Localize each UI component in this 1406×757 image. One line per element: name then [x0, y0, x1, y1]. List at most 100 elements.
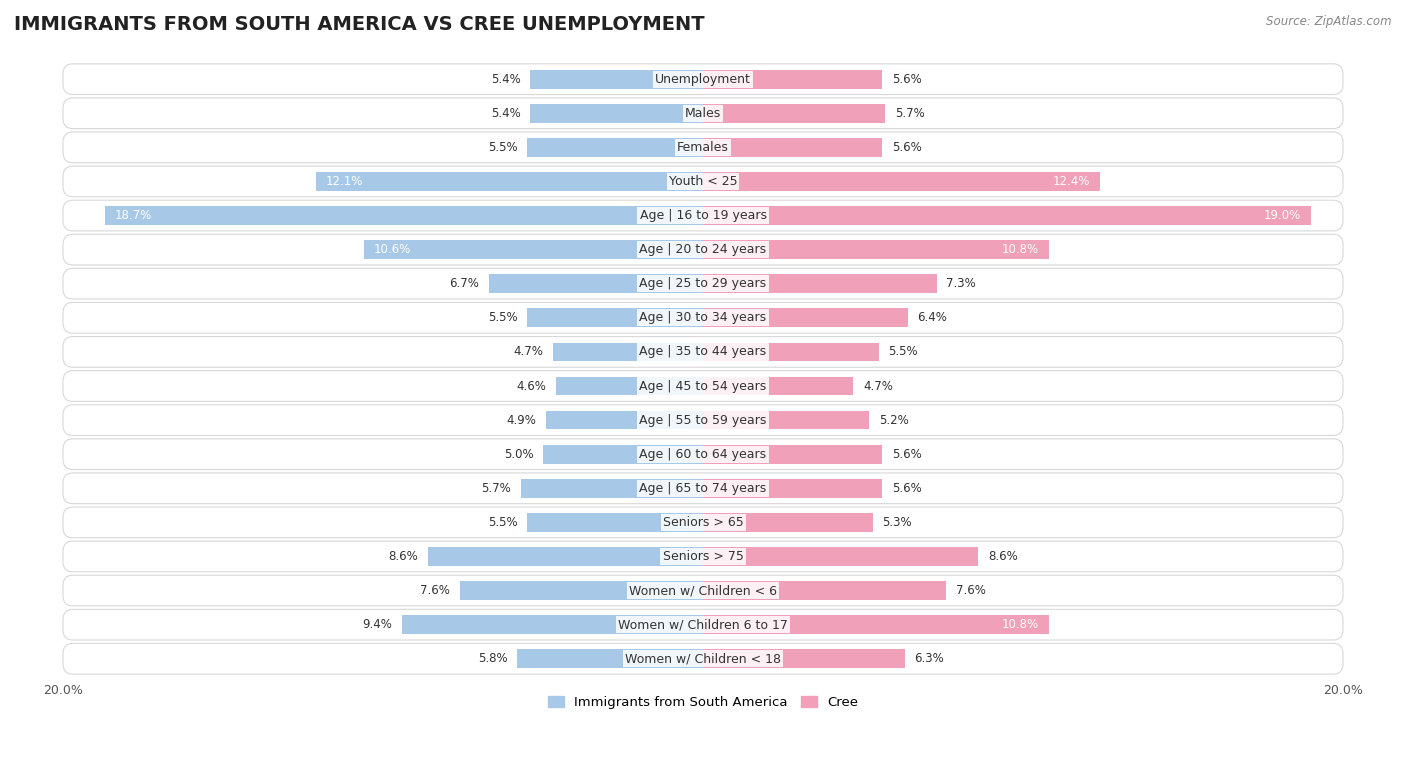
Text: 10.8%: 10.8%	[1002, 618, 1039, 631]
FancyBboxPatch shape	[63, 235, 1343, 265]
FancyBboxPatch shape	[63, 269, 1343, 299]
Text: Youth < 25: Youth < 25	[669, 175, 737, 188]
Text: 4.7%: 4.7%	[863, 379, 893, 393]
Bar	[555, 377, 703, 395]
Text: 7.6%: 7.6%	[420, 584, 450, 597]
Bar	[527, 513, 703, 531]
Bar	[703, 513, 873, 531]
FancyBboxPatch shape	[63, 609, 1343, 640]
Text: 5.4%: 5.4%	[491, 107, 520, 120]
Text: Age | 35 to 44 years: Age | 35 to 44 years	[640, 345, 766, 358]
Text: 7.3%: 7.3%	[946, 277, 976, 290]
Text: Seniors > 75: Seniors > 75	[662, 550, 744, 563]
Text: 5.3%: 5.3%	[882, 516, 912, 529]
Bar	[703, 138, 882, 157]
Text: Age | 25 to 29 years: Age | 25 to 29 years	[640, 277, 766, 290]
FancyBboxPatch shape	[63, 643, 1343, 674]
Bar	[520, 479, 703, 497]
Bar	[104, 206, 703, 225]
Bar	[543, 445, 703, 463]
Text: 12.4%: 12.4%	[1053, 175, 1090, 188]
Bar	[703, 104, 886, 123]
Text: 5.6%: 5.6%	[891, 481, 921, 495]
Text: 4.6%: 4.6%	[516, 379, 546, 393]
Bar	[703, 547, 979, 566]
Bar	[703, 240, 1049, 259]
FancyBboxPatch shape	[63, 371, 1343, 401]
Text: Age | 55 to 59 years: Age | 55 to 59 years	[640, 413, 766, 427]
Text: Females: Females	[678, 141, 728, 154]
Bar	[316, 172, 703, 191]
Bar	[530, 104, 703, 123]
Text: 10.6%: 10.6%	[374, 243, 411, 256]
Text: Age | 65 to 74 years: Age | 65 to 74 years	[640, 481, 766, 495]
FancyBboxPatch shape	[63, 132, 1343, 163]
Text: 5.6%: 5.6%	[891, 447, 921, 461]
Text: 5.2%: 5.2%	[879, 413, 908, 427]
Text: Age | 60 to 64 years: Age | 60 to 64 years	[640, 447, 766, 461]
Text: Source: ZipAtlas.com: Source: ZipAtlas.com	[1267, 15, 1392, 28]
Text: IMMIGRANTS FROM SOUTH AMERICA VS CREE UNEMPLOYMENT: IMMIGRANTS FROM SOUTH AMERICA VS CREE UN…	[14, 15, 704, 34]
Text: Women w/ Children < 6: Women w/ Children < 6	[628, 584, 778, 597]
Text: 5.6%: 5.6%	[891, 73, 921, 86]
FancyBboxPatch shape	[63, 473, 1343, 503]
Bar	[703, 308, 908, 327]
Bar	[546, 411, 703, 429]
Bar	[703, 581, 946, 600]
Text: 9.4%: 9.4%	[363, 618, 392, 631]
Text: 6.3%: 6.3%	[914, 653, 943, 665]
Text: Seniors > 65: Seniors > 65	[662, 516, 744, 529]
Text: 5.5%: 5.5%	[488, 516, 517, 529]
Text: 5.0%: 5.0%	[503, 447, 533, 461]
Text: Age | 30 to 34 years: Age | 30 to 34 years	[640, 311, 766, 324]
Text: 4.9%: 4.9%	[506, 413, 537, 427]
Bar	[517, 650, 703, 668]
Bar	[703, 479, 882, 497]
Bar	[703, 343, 879, 361]
Bar	[703, 411, 869, 429]
Text: Age | 20 to 24 years: Age | 20 to 24 years	[640, 243, 766, 256]
Legend: Immigrants from South America, Cree: Immigrants from South America, Cree	[543, 690, 863, 714]
Bar	[703, 377, 853, 395]
Text: Unemployment: Unemployment	[655, 73, 751, 86]
Bar	[427, 547, 703, 566]
Text: Age | 16 to 19 years: Age | 16 to 19 years	[640, 209, 766, 222]
Text: 5.7%: 5.7%	[896, 107, 925, 120]
Bar	[703, 445, 882, 463]
FancyBboxPatch shape	[63, 507, 1343, 537]
Text: 19.0%: 19.0%	[1264, 209, 1302, 222]
Text: 5.4%: 5.4%	[491, 73, 520, 86]
Text: 5.5%: 5.5%	[488, 311, 517, 324]
Bar	[527, 138, 703, 157]
Bar	[703, 206, 1310, 225]
Text: 5.6%: 5.6%	[891, 141, 921, 154]
FancyBboxPatch shape	[63, 405, 1343, 435]
Bar	[703, 172, 1099, 191]
Bar	[703, 274, 936, 293]
Text: 6.7%: 6.7%	[449, 277, 479, 290]
Bar	[703, 615, 1049, 634]
Bar	[703, 70, 882, 89]
Bar	[530, 70, 703, 89]
Text: Age | 45 to 54 years: Age | 45 to 54 years	[640, 379, 766, 393]
Bar	[402, 615, 703, 634]
Text: 7.6%: 7.6%	[956, 584, 986, 597]
Bar	[489, 274, 703, 293]
Text: 18.7%: 18.7%	[114, 209, 152, 222]
Text: 8.6%: 8.6%	[388, 550, 418, 563]
Text: Males: Males	[685, 107, 721, 120]
Text: 5.8%: 5.8%	[478, 653, 508, 665]
Text: 10.8%: 10.8%	[1002, 243, 1039, 256]
Bar	[460, 581, 703, 600]
Bar	[703, 650, 904, 668]
FancyBboxPatch shape	[63, 303, 1343, 333]
Bar	[364, 240, 703, 259]
Bar	[553, 343, 703, 361]
FancyBboxPatch shape	[63, 575, 1343, 606]
Text: 5.5%: 5.5%	[488, 141, 517, 154]
Text: 12.1%: 12.1%	[325, 175, 363, 188]
Text: 8.6%: 8.6%	[988, 550, 1018, 563]
FancyBboxPatch shape	[63, 166, 1343, 197]
Text: 4.7%: 4.7%	[513, 345, 543, 358]
Text: 5.7%: 5.7%	[481, 481, 510, 495]
